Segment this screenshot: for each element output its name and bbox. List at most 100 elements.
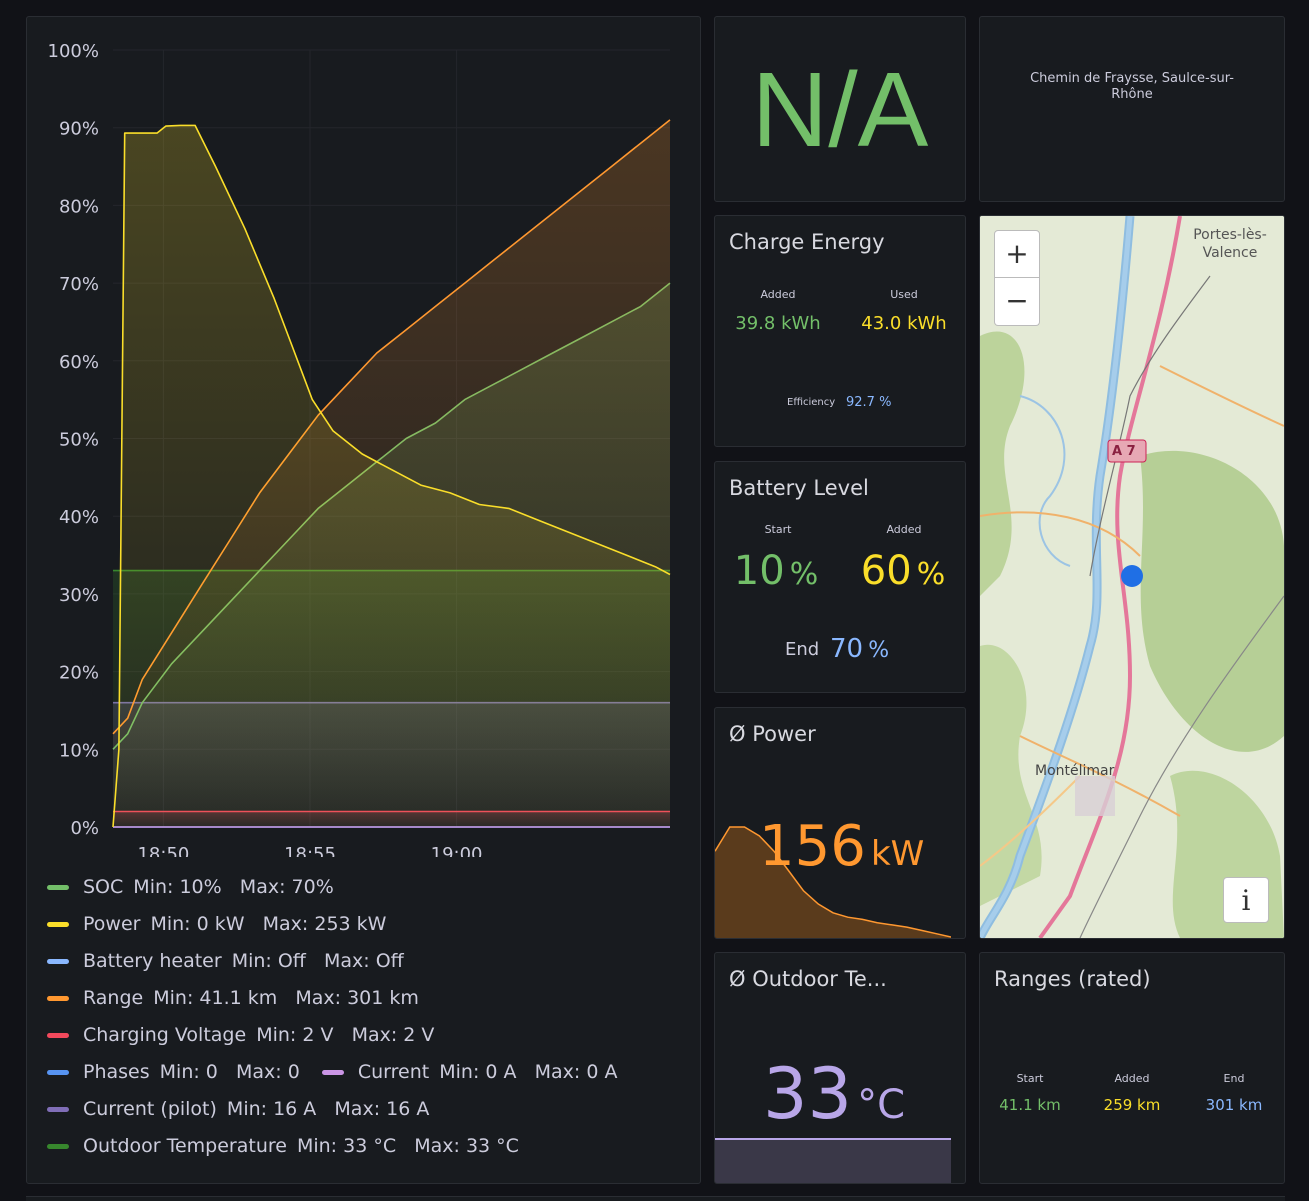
legend-label: Phases — [83, 1061, 150, 1083]
legend-row-charging-voltage[interactable]: Charging Voltage Min: 2 V Max: 2 V — [47, 1023, 434, 1047]
added-value: 39.8 kWh — [735, 313, 821, 334]
charge-energy-panel: Charge Energy Added 39.8 kWh Used 43.0 k… — [714, 215, 966, 447]
power-panel: Ø Power 156 kW — [714, 707, 966, 939]
y-tick-label: 90% — [59, 119, 99, 140]
highway-shield — [1107, 439, 1147, 463]
map-label-top: Portes-lès-Valence — [1193, 227, 1267, 261]
sparkline-area — [715, 827, 951, 938]
legend-label: Range — [83, 987, 144, 1009]
y-tick-label: 80% — [59, 196, 99, 217]
ranges-panel: Ranges (rated) Start 41.1 km Added 259 k… — [979, 952, 1285, 1184]
y-tick-label: 10% — [59, 740, 99, 761]
temp-unit: °C — [857, 1082, 906, 1128]
used-value: 43.0 kWh — [861, 313, 947, 334]
panel-title: Ø Outdoor Te... — [729, 967, 887, 991]
efficiency-value: 92.7 % — [846, 395, 892, 410]
y-tick-label: 40% — [59, 507, 99, 528]
legend-stats: Min: 16 A Max: 16 A — [226, 1098, 430, 1120]
y-tick-label: 70% — [59, 274, 99, 295]
map-road-label: A 7 — [1112, 444, 1136, 459]
legend-label: Charging Voltage — [83, 1024, 247, 1046]
legend-row-power[interactable]: Power Min: 0 kW Max: 253 kW — [47, 912, 386, 936]
added-value: 60 % — [861, 548, 946, 594]
power-unit: kW — [870, 834, 925, 874]
legend-row-battery-heater[interactable]: Battery heater Min: Off Max: Off — [47, 949, 404, 973]
charging-chart[interactable]: 0% 10% 20% 30% 40% 50% 60% 70% 80% 90% 100% 18:50 18… — [27, 17, 701, 857]
legend-label: Battery heater — [83, 950, 222, 972]
start-label: Start — [1016, 1072, 1044, 1085]
legend-row-current-pilot[interactable]: Current (pilot) Min: 16 A Max: 16 A — [47, 1097, 429, 1121]
map-info-button[interactable]: i — [1223, 877, 1269, 923]
temp-sparkline — [715, 1138, 951, 1183]
temp-number: 33 — [763, 1053, 853, 1135]
legend-row-soc[interactable]: SOC Min: 10% Max: 70% — [47, 875, 334, 899]
legend-item-phases[interactable]: Phases Min: 0 Max: 0 — [47, 1060, 300, 1084]
y-tick-label: 60% — [59, 352, 99, 373]
y-tick-label: 20% — [59, 663, 99, 684]
status-value: N/A — [751, 51, 929, 169]
legend-swatch — [47, 959, 69, 964]
legend-item-current[interactable]: Current Min: 0 A Max: 0 A — [321, 1060, 618, 1084]
status-panel: N/A — [714, 16, 966, 202]
end-value: 70 % — [830, 634, 889, 664]
legend-swatch — [47, 1070, 69, 1075]
power-value: 156 kW — [759, 814, 924, 879]
added-label: Added — [760, 288, 796, 301]
legend-stats: Min: 10% Max: 70% — [133, 876, 334, 898]
added-value: 259 km — [1103, 1096, 1161, 1114]
legend-swatch — [321, 1070, 344, 1075]
legend-stats: Min: 41.1 km Max: 301 km — [153, 987, 419, 1009]
address-panel: Chemin de Fraysse, Saulce-sur-Rhône — [979, 16, 1285, 202]
y-tick-label: 100% — [48, 41, 99, 62]
battery-level-panel: Battery Level Start 10 % Added 60 % End … — [714, 461, 966, 693]
map-tiles[interactable] — [980, 216, 1284, 938]
legend-swatch — [47, 922, 69, 927]
map-label-city: Montélimar — [1035, 763, 1115, 779]
start-label: Start — [764, 523, 792, 536]
legend-stats: Min: 2 V Max: 2 V — [256, 1024, 435, 1046]
efficiency-label: Efficiency — [787, 397, 836, 408]
panel-title: Battery Level — [729, 476, 869, 500]
series-area-power — [113, 125, 670, 827]
panel-title: Ranges (rated) — [994, 967, 1151, 991]
legend-row-outdoor-temperature[interactable]: Outdoor Temperature Min: 33 °C Max: 33 °C — [47, 1134, 519, 1158]
legend-stats: Min: 0 Max: 0 — [159, 1061, 300, 1083]
outdoor-temp-panel: Ø Outdoor Te... 33 °C — [714, 952, 966, 1184]
start-value: 41.1 km — [999, 1096, 1061, 1114]
series-line-power — [112, 124, 671, 828]
zoom-out-button[interactable]: − — [994, 278, 1040, 326]
x-tick-label: 18:55 — [284, 844, 336, 857]
location-marker[interactable] — [1121, 565, 1143, 587]
legend-row-range[interactable]: Range Min: 41.1 km Max: 301 km — [47, 986, 419, 1010]
end-unit: % — [868, 638, 890, 663]
legend-label: Outdoor Temperature — [83, 1135, 287, 1157]
added-label: Added — [1114, 1072, 1150, 1085]
added-unit: % — [916, 557, 946, 592]
sparkline-line — [715, 826, 951, 938]
legend-label: SOC — [83, 876, 124, 898]
end-label: End — [785, 639, 820, 660]
legend-label: Current — [357, 1061, 430, 1083]
panel-title: Charge Energy — [729, 230, 885, 254]
map-panel[interactable]: A 7 Portes-lès-Valence Montélimar + − i — [979, 215, 1285, 939]
charging-chart-panel: 0% 10% 20% 30% 40% 50% 60% 70% 80% 90% 100% 18:50 18… — [26, 16, 701, 1184]
end-number: 70 — [830, 634, 864, 664]
power-number: 156 — [759, 814, 866, 879]
temp-value: 33 °C — [763, 1053, 905, 1135]
legend-stats: Min: 0 kW Max: 253 kW — [150, 913, 387, 935]
end-value: 301 km — [1205, 1096, 1263, 1114]
x-tick-label: 19:00 — [431, 844, 483, 857]
legend-label: Power — [83, 913, 141, 935]
legend-row-phases-current: Phases Min: 0 Max: 0 Current Min: 0 A Max:… — [47, 1060, 617, 1084]
zoom-in-button[interactable]: + — [994, 230, 1040, 278]
panel-title: Ø Power — [729, 722, 816, 746]
added-label: Added — [886, 523, 922, 536]
used-label: Used — [890, 288, 918, 301]
legend-stats: Min: 0 A Max: 0 A — [439, 1061, 618, 1083]
legend-swatch — [47, 1144, 69, 1149]
x-tick-label: 18:50 — [137, 844, 189, 857]
legend-swatch — [47, 885, 69, 890]
legend-stats: Min: 33 °C Max: 33 °C — [296, 1135, 519, 1157]
legend-swatch — [47, 1033, 69, 1038]
added-number: 60 — [860, 548, 912, 594]
